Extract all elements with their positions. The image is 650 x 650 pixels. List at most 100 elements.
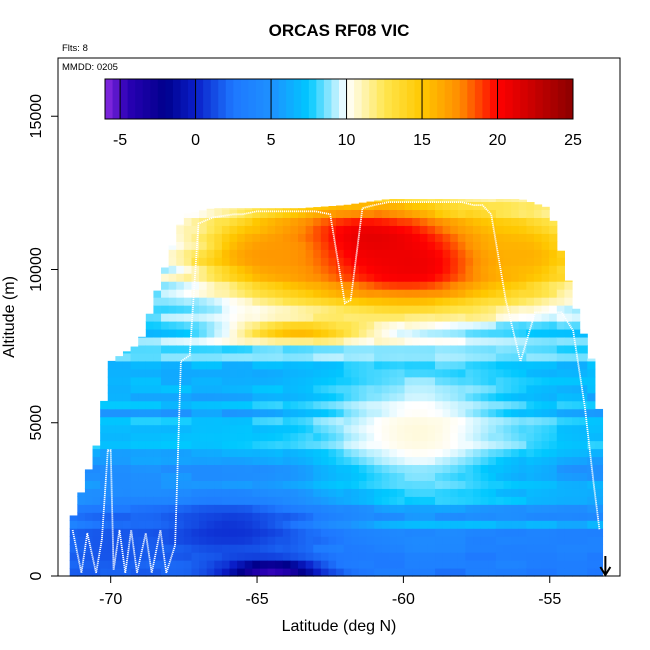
heatmap-cell (336, 416, 345, 426)
heatmap-cell (526, 400, 535, 410)
colorbar-segment (120, 79, 129, 119)
heatmap-cell (107, 496, 116, 505)
heatmap-cell (305, 512, 314, 521)
heatmap-cell (381, 472, 390, 481)
heatmap-cell (328, 560, 337, 569)
heatmap-cell (252, 328, 261, 338)
heatmap-cell (396, 368, 406, 378)
heatmap-cell (564, 400, 573, 410)
heatmap-cell (320, 376, 330, 386)
heatmap-cell (358, 384, 368, 394)
heatmap-cell (511, 360, 520, 370)
heatmap-cell (107, 384, 116, 394)
heatmap-cell (69, 544, 78, 553)
heatmap-cell (267, 289, 276, 298)
heatmap-cell (556, 512, 565, 521)
heatmap-cell (366, 464, 375, 473)
heatmap-cell (275, 520, 284, 529)
heatmap-cell (511, 344, 520, 354)
heatmap-cell (389, 368, 398, 378)
heatmap-cell (488, 336, 497, 346)
heatmap-cell (526, 313, 535, 322)
heatmap-cell (351, 392, 360, 402)
heatmap-cell (419, 504, 428, 513)
heatmap-cell (221, 552, 231, 561)
heatmap-cell (237, 568, 246, 577)
heatmap-cell (541, 568, 550, 577)
heatmap-cell (549, 233, 558, 242)
heatmap-cell (328, 432, 337, 442)
heatmap-cell (579, 472, 588, 481)
heatmap-cell (115, 496, 124, 505)
heatmap-cell (556, 424, 565, 434)
heatmap-cell (161, 313, 170, 322)
heatmap-cell (191, 520, 200, 529)
heatmap-cell (298, 448, 307, 458)
heatmap-cell (275, 265, 284, 274)
heatmap-cell (572, 448, 581, 458)
heatmap-cell (579, 488, 588, 497)
heatmap-cell (396, 464, 406, 473)
heatmap-cell (229, 520, 238, 529)
heatmap-cell (526, 273, 535, 282)
heatmap-cell (320, 313, 330, 322)
heatmap-cell (396, 217, 406, 226)
heatmap-cell (533, 440, 543, 450)
heatmap-cell (313, 305, 322, 314)
heatmap-cell (252, 273, 261, 282)
heatmap-cell (138, 352, 147, 362)
heatmap-cell (533, 496, 543, 505)
heatmap-cell (396, 496, 406, 505)
heatmap-cell (130, 488, 139, 497)
heatmap-cell (259, 448, 269, 458)
heatmap-cell (541, 448, 550, 458)
heatmap-cell (556, 544, 565, 553)
heatmap-cell (556, 472, 565, 481)
heatmap-cell (183, 520, 193, 529)
heatmap-cell (183, 368, 193, 378)
heatmap-cell (138, 384, 147, 394)
heatmap-cell (511, 528, 520, 537)
heatmap-cell (298, 512, 307, 521)
heatmap-cell (389, 384, 398, 394)
heatmap-cell (214, 273, 223, 282)
heatmap-cell (328, 448, 337, 458)
heatmap-cell (404, 336, 413, 346)
heatmap-cell (587, 408, 596, 418)
heatmap-cell (305, 368, 314, 378)
heatmap-cell (320, 480, 330, 489)
heatmap-cell (412, 297, 421, 306)
heatmap-cell (480, 249, 489, 258)
heatmap-cell (556, 384, 565, 394)
heatmap-cell (594, 528, 604, 537)
heatmap-cell (450, 488, 459, 497)
heatmap-cell (366, 504, 375, 513)
heatmap-cell (594, 568, 604, 577)
heatmap-cell (366, 273, 375, 282)
heatmap-cell (419, 432, 428, 442)
x-tick-label: -55 (538, 591, 561, 608)
heatmap-cell (206, 233, 215, 242)
heatmap-cell (541, 328, 550, 338)
heatmap-cell (252, 225, 261, 234)
heatmap-cell (305, 328, 314, 338)
heatmap-cell (556, 408, 565, 418)
heatmap-cell (313, 408, 322, 418)
heatmap-cell (343, 408, 352, 418)
heatmap-cell (199, 472, 208, 481)
heatmap-cell (282, 488, 292, 497)
heatmap-cell (564, 289, 573, 298)
colorbar-segment (376, 79, 385, 119)
heatmap-cell (541, 488, 550, 497)
heatmap-cell (115, 520, 124, 529)
heatmap-cell (450, 512, 459, 521)
heatmap-cell (343, 360, 352, 370)
heatmap-cell (107, 488, 116, 497)
heatmap-cell (374, 424, 383, 434)
heatmap-cell (336, 336, 345, 346)
heatmap-cell (518, 552, 527, 561)
heatmap-cell (153, 416, 162, 426)
heatmap-cell (541, 560, 550, 569)
heatmap-cell (92, 448, 101, 458)
heatmap-cell (419, 360, 428, 370)
